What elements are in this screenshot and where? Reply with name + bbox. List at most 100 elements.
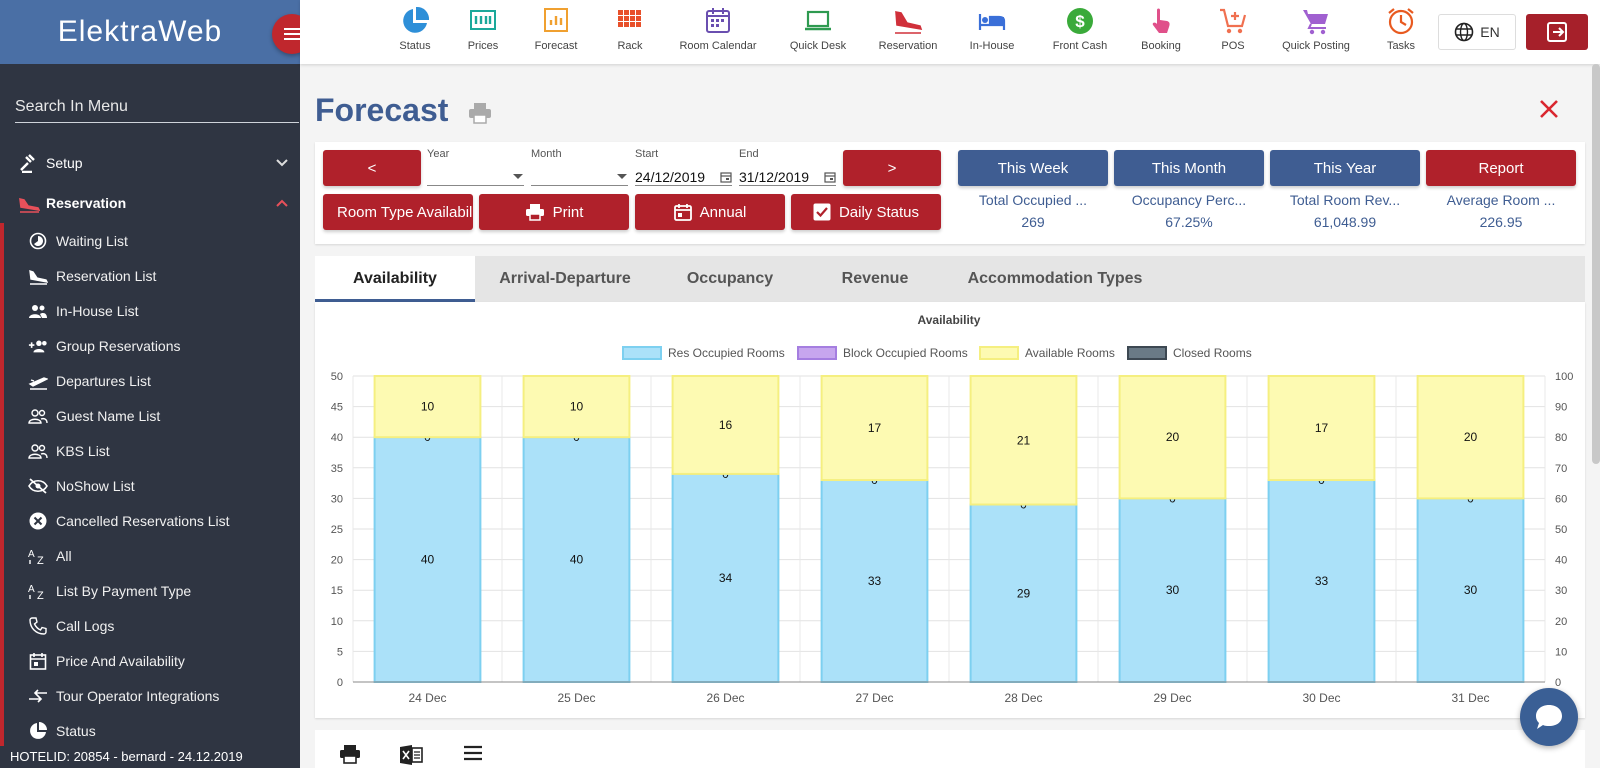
menu-toggle-button[interactable]	[272, 14, 300, 54]
x-tick-label: 28 Dec	[1004, 691, 1042, 705]
sidebar-item-label: Reservation List	[56, 267, 157, 284]
sidebar-item-label: Tour Operator Integrations	[56, 687, 220, 704]
tab-availability[interactable]: Availability	[315, 256, 475, 302]
print-icon[interactable]	[468, 102, 492, 124]
print-button[interactable]: Print	[479, 194, 629, 230]
sidebar-item-in-house-list[interactable]: In-House List	[4, 293, 300, 328]
start-date-field[interactable]: Start 24/12/2019	[635, 148, 732, 186]
calendar-small-icon[interactable]	[720, 171, 732, 183]
sidebar-item-kbs-list[interactable]: KBS List	[4, 433, 300, 468]
prev-period-button[interactable]: <	[323, 150, 421, 186]
toolbar-quick-desk[interactable]: Quick Desk	[778, 6, 858, 52]
toolbar-front-cash[interactable]: $ Front Cash	[1040, 6, 1120, 52]
gavel-icon	[18, 152, 40, 174]
language-button[interactable]: EN	[1438, 14, 1516, 50]
sidebar-item-departures-list[interactable]: Departures List	[4, 363, 300, 398]
sidebar-section-setup[interactable]: Setup	[0, 143, 300, 183]
sidebar-section-reservation[interactable]: Reservation	[0, 183, 300, 223]
dollar-icon: $	[1067, 8, 1093, 34]
legend-entry: Closed Rooms	[1173, 346, 1252, 360]
plane-landing-icon	[28, 266, 48, 286]
sidebar-item-label: Waiting List	[56, 232, 128, 249]
sidebar-item-label: Status	[56, 722, 96, 739]
x-tick-label: 24 Dec	[408, 691, 446, 705]
chevron-up-icon	[276, 199, 288, 207]
this-week-button[interactable]: This Week	[958, 150, 1108, 186]
reservation-submenu: Waiting List Reservation List In-House L…	[0, 223, 300, 748]
sidebar-item-noshow-list[interactable]: NoShow List	[4, 468, 300, 503]
tab-accommodation-types[interactable]: Accommodation Types	[967, 270, 1143, 287]
end-date-field[interactable]: End 31/12/2019	[739, 148, 836, 186]
toolbar-pos[interactable]: POS	[1193, 6, 1273, 52]
room-type-availability-button[interactable]: Room Type Availability	[323, 194, 473, 230]
checkbox-checked-icon	[813, 203, 831, 221]
people-icon	[28, 301, 48, 321]
toolbar-booking[interactable]: Booking	[1121, 6, 1201, 52]
menu-icon[interactable]	[463, 744, 483, 762]
month-select[interactable]: Month	[531, 148, 628, 186]
data-label: 30	[1166, 583, 1180, 597]
toolbar-label: Room Calendar	[679, 40, 757, 52]
toolbar-prices[interactable]: Prices	[443, 6, 523, 52]
toolbar-forecast[interactable]: Forecast	[516, 6, 596, 52]
sidebar-item-label: NoShow List	[56, 477, 135, 494]
x-tick-label: 25 Dec	[557, 691, 595, 705]
filter-panel: < Year Month Start 24/12/2019 End 31/12/…	[315, 142, 1585, 244]
bar-segment	[969, 503, 1078, 683]
next-period-button[interactable]: >	[843, 150, 941, 186]
excel-icon[interactable]	[399, 744, 423, 766]
sidebar-item-cancelled-reservations-list[interactable]: Cancelled Reservations List	[4, 503, 300, 538]
sidebar-item-tour-operator-integrations[interactable]: Tour Operator Integrations	[4, 678, 300, 713]
sidebar-item-group-reservations[interactable]: Group Reservations	[4, 328, 300, 363]
bar-segment	[522, 375, 631, 439]
print-icon[interactable]	[339, 744, 361, 764]
toolbar-tasks[interactable]: Tasks	[1361, 6, 1441, 52]
report-button[interactable]: Report	[1426, 150, 1576, 186]
sidebar-item-status[interactable]: Status	[4, 713, 300, 748]
calendar-small-icon[interactable]	[824, 171, 836, 183]
close-icon[interactable]	[1538, 98, 1560, 120]
bar-segment	[1416, 375, 1525, 500]
toolbar-room-calendar[interactable]: Room Calendar	[668, 6, 768, 52]
annual-button[interactable]: Annual	[635, 194, 785, 230]
daily-status-button[interactable]: Daily Status	[791, 194, 941, 230]
sidebar-item-label: In-House List	[56, 302, 139, 319]
data-label: 20	[1166, 430, 1180, 444]
tab-arrival-departure[interactable]: Arrival-Departure	[499, 270, 631, 287]
y-tick-label: 15	[331, 585, 343, 597]
sidebar-item-guest-name-list[interactable]: Guest Name List	[4, 398, 300, 433]
start-label: Start	[635, 148, 659, 160]
page-scrollbar[interactable]	[1592, 64, 1600, 464]
sidebar-item-call-logs[interactable]: Call Logs	[4, 608, 300, 643]
chat-button[interactable]	[1520, 688, 1578, 746]
y-tick-label: 30	[331, 493, 343, 505]
sidebar-item-price-and-availability[interactable]: Price And Availability	[4, 643, 300, 678]
logout-button[interactable]	[1526, 14, 1588, 50]
tab-revenue[interactable]: Revenue	[841, 270, 909, 287]
sidebar-item-label: Departures List	[56, 372, 151, 389]
stat-total-room-revenue: Total Room Rev... 61,048.99	[1270, 192, 1420, 234]
sidebar-item-label: Group Reservations	[56, 337, 181, 354]
bar-segment	[373, 375, 482, 439]
this-month-button[interactable]: This Month	[1114, 150, 1264, 186]
this-year-button[interactable]: This Year	[1270, 150, 1420, 186]
sidebar-item-label: Price And Availability	[56, 652, 185, 669]
toolbar-rack[interactable]: Rack	[590, 6, 670, 52]
y2-tick-label: 40	[1555, 555, 1567, 567]
menu-search-input[interactable]	[15, 98, 299, 123]
year-select[interactable]: Year	[427, 148, 524, 186]
toolbar-reservation[interactable]: Reservation	[868, 6, 948, 52]
bar-segment	[1267, 375, 1376, 482]
sidebar-item-reservation-list[interactable]: Reservation List	[4, 258, 300, 293]
toolbar-status[interactable]: Status	[375, 6, 455, 52]
tab-occupancy[interactable]: Occupancy	[686, 270, 774, 287]
button-label: Print	[552, 203, 584, 221]
toolbar-in-house[interactable]: In-House	[952, 6, 1032, 52]
toolbar-label: Rack	[617, 40, 643, 52]
button-label: Annual	[699, 203, 747, 221]
sidebar-item-waiting-list[interactable]: Waiting List	[4, 223, 300, 258]
bar-segment	[671, 472, 780, 683]
toolbar-quick-posting[interactable]: Quick Posting	[1276, 6, 1356, 52]
